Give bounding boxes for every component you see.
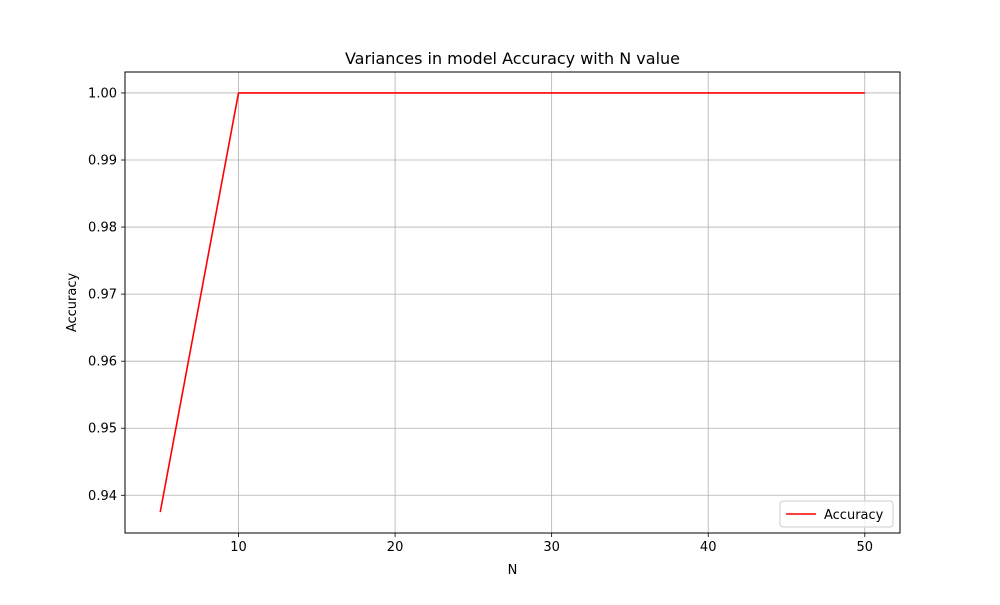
y-tick-label: 0.94 xyxy=(88,489,117,504)
y-tick-label: 0.97 xyxy=(88,288,117,303)
y-tick-label: 1.00 xyxy=(88,86,117,101)
legend-label-accuracy: Accuracy xyxy=(824,508,884,523)
y-tick-label: 0.95 xyxy=(88,422,117,437)
x-tick-label: 10 xyxy=(230,540,247,555)
x-axis-label: N xyxy=(508,563,518,578)
legend: Accuracy xyxy=(779,500,894,528)
grid-lines xyxy=(125,72,900,533)
x-axis-ticks: 10 20 30 40 50 xyxy=(230,533,873,555)
x-tick-label: 50 xyxy=(856,540,873,555)
x-tick-label: 40 xyxy=(700,540,717,555)
plot-area-frame xyxy=(124,71,901,534)
x-tick-label: 30 xyxy=(543,540,560,555)
chart-title: Variances in model Accuracy with N value xyxy=(345,49,680,68)
y-tick-label: 0.99 xyxy=(88,154,117,169)
y-axis-label: Accuracy xyxy=(65,273,80,333)
legend-box xyxy=(779,500,894,528)
y-tick-label: 0.98 xyxy=(88,221,117,236)
series-line-accuracy xyxy=(159,92,865,513)
y-axis-ticks: 0.94 0.95 0.96 0.97 0.98 0.99 1.00 xyxy=(88,86,125,504)
series-layer xyxy=(159,92,865,513)
y-tick-label: 0.96 xyxy=(88,355,117,370)
x-tick-label: 20 xyxy=(387,540,404,555)
